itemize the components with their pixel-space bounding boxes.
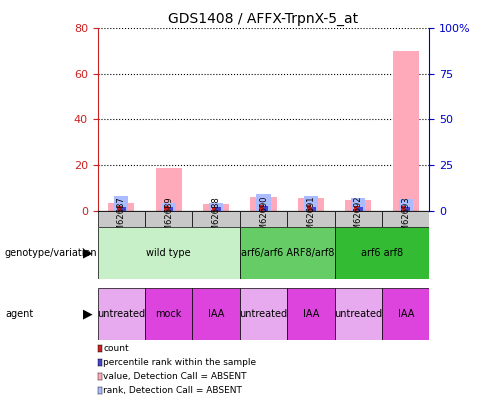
Bar xyxy=(259,205,264,211)
Bar xyxy=(287,288,335,340)
Text: ▶: ▶ xyxy=(83,247,93,260)
Text: value, Detection Call = ABSENT: value, Detection Call = ABSENT xyxy=(103,372,247,381)
Text: untreated: untreated xyxy=(240,309,287,319)
Text: GDS1408 / AFFX-TrpnX-5_at: GDS1408 / AFFX-TrpnX-5_at xyxy=(168,12,359,26)
Text: percentile rank within the sample: percentile rank within the sample xyxy=(103,358,256,367)
Text: GSM62692: GSM62692 xyxy=(354,196,363,241)
Text: genotype/variation: genotype/variation xyxy=(5,248,98,258)
Bar xyxy=(358,207,363,211)
Bar xyxy=(354,206,359,211)
Bar xyxy=(192,288,240,340)
Text: GSM62688: GSM62688 xyxy=(212,196,221,241)
Bar xyxy=(399,199,413,211)
Bar xyxy=(212,207,217,211)
Text: IAA: IAA xyxy=(303,309,319,319)
Text: IAA: IAA xyxy=(208,309,224,319)
Bar xyxy=(216,207,221,211)
Text: agent: agent xyxy=(5,309,33,319)
Bar xyxy=(192,211,240,227)
Bar xyxy=(298,198,324,211)
Bar xyxy=(203,204,229,211)
Bar xyxy=(240,288,287,340)
Bar xyxy=(256,194,271,211)
Bar xyxy=(240,211,287,227)
Bar xyxy=(98,288,145,340)
Bar xyxy=(164,206,169,211)
Bar xyxy=(335,288,382,340)
Text: GSM62690: GSM62690 xyxy=(259,196,268,241)
Text: untreated: untreated xyxy=(97,309,145,319)
Text: mock: mock xyxy=(156,309,182,319)
Bar xyxy=(250,197,277,211)
Bar xyxy=(393,51,419,211)
Text: arf6 arf8: arf6 arf8 xyxy=(361,248,403,258)
Bar xyxy=(98,211,145,227)
Bar xyxy=(209,202,223,211)
Bar xyxy=(264,206,268,211)
Bar xyxy=(169,207,173,211)
Text: GSM62689: GSM62689 xyxy=(164,196,173,241)
Bar xyxy=(98,227,240,279)
Text: arf6/arf6 ARF8/arf8: arf6/arf6 ARF8/arf8 xyxy=(241,248,334,258)
Bar xyxy=(335,211,382,227)
Bar xyxy=(304,196,318,211)
Bar xyxy=(306,205,311,211)
Text: GSM62691: GSM62691 xyxy=(306,196,315,241)
Bar xyxy=(156,168,182,211)
Text: IAA: IAA xyxy=(398,309,414,319)
Text: GSM62687: GSM62687 xyxy=(117,196,126,241)
Bar xyxy=(240,227,335,279)
Bar xyxy=(346,200,371,211)
Bar xyxy=(335,227,429,279)
Bar xyxy=(122,207,126,211)
Bar xyxy=(382,288,429,340)
Text: count: count xyxy=(103,344,129,353)
Bar xyxy=(287,211,335,227)
Bar xyxy=(406,207,410,211)
Bar xyxy=(114,196,128,211)
Bar xyxy=(382,211,429,227)
Text: GSM62693: GSM62693 xyxy=(401,196,410,241)
Bar xyxy=(162,202,176,211)
Bar xyxy=(117,206,122,211)
Text: untreated: untreated xyxy=(334,309,383,319)
Bar xyxy=(311,207,316,211)
Bar xyxy=(145,211,192,227)
Bar xyxy=(351,198,366,211)
Bar xyxy=(108,202,134,211)
Text: ▶: ▶ xyxy=(83,307,93,320)
Text: rank, Detection Call = ABSENT: rank, Detection Call = ABSENT xyxy=(103,386,242,395)
Bar xyxy=(145,288,192,340)
Bar xyxy=(402,206,406,211)
Text: wild type: wild type xyxy=(146,248,191,258)
